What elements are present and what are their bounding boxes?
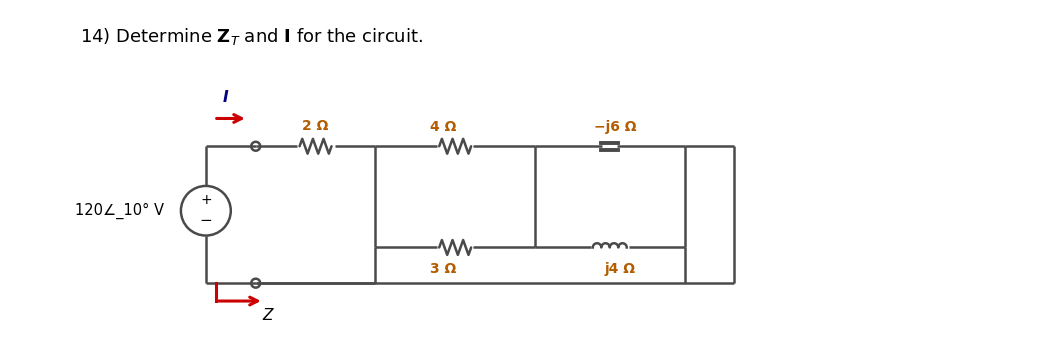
Text: 14) Determine $\mathbf{Z}_T$ and $\mathbf{I}$ for the circuit.: 14) Determine $\mathbf{Z}_T$ and $\mathb… [80, 26, 423, 47]
Circle shape [251, 279, 260, 288]
Text: Z: Z [262, 308, 273, 323]
Text: 2 Ω: 2 Ω [302, 119, 328, 134]
Text: 4 Ω: 4 Ω [430, 120, 456, 134]
Text: 3 Ω: 3 Ω [430, 262, 456, 276]
Text: j4 Ω: j4 Ω [604, 262, 636, 276]
Text: 120∠_10° V: 120∠_10° V [74, 203, 164, 219]
Text: −: − [199, 213, 212, 228]
Text: I: I [223, 90, 229, 105]
Circle shape [251, 142, 260, 151]
Text: +: + [200, 193, 212, 207]
Text: −j6 Ω: −j6 Ω [594, 120, 636, 134]
